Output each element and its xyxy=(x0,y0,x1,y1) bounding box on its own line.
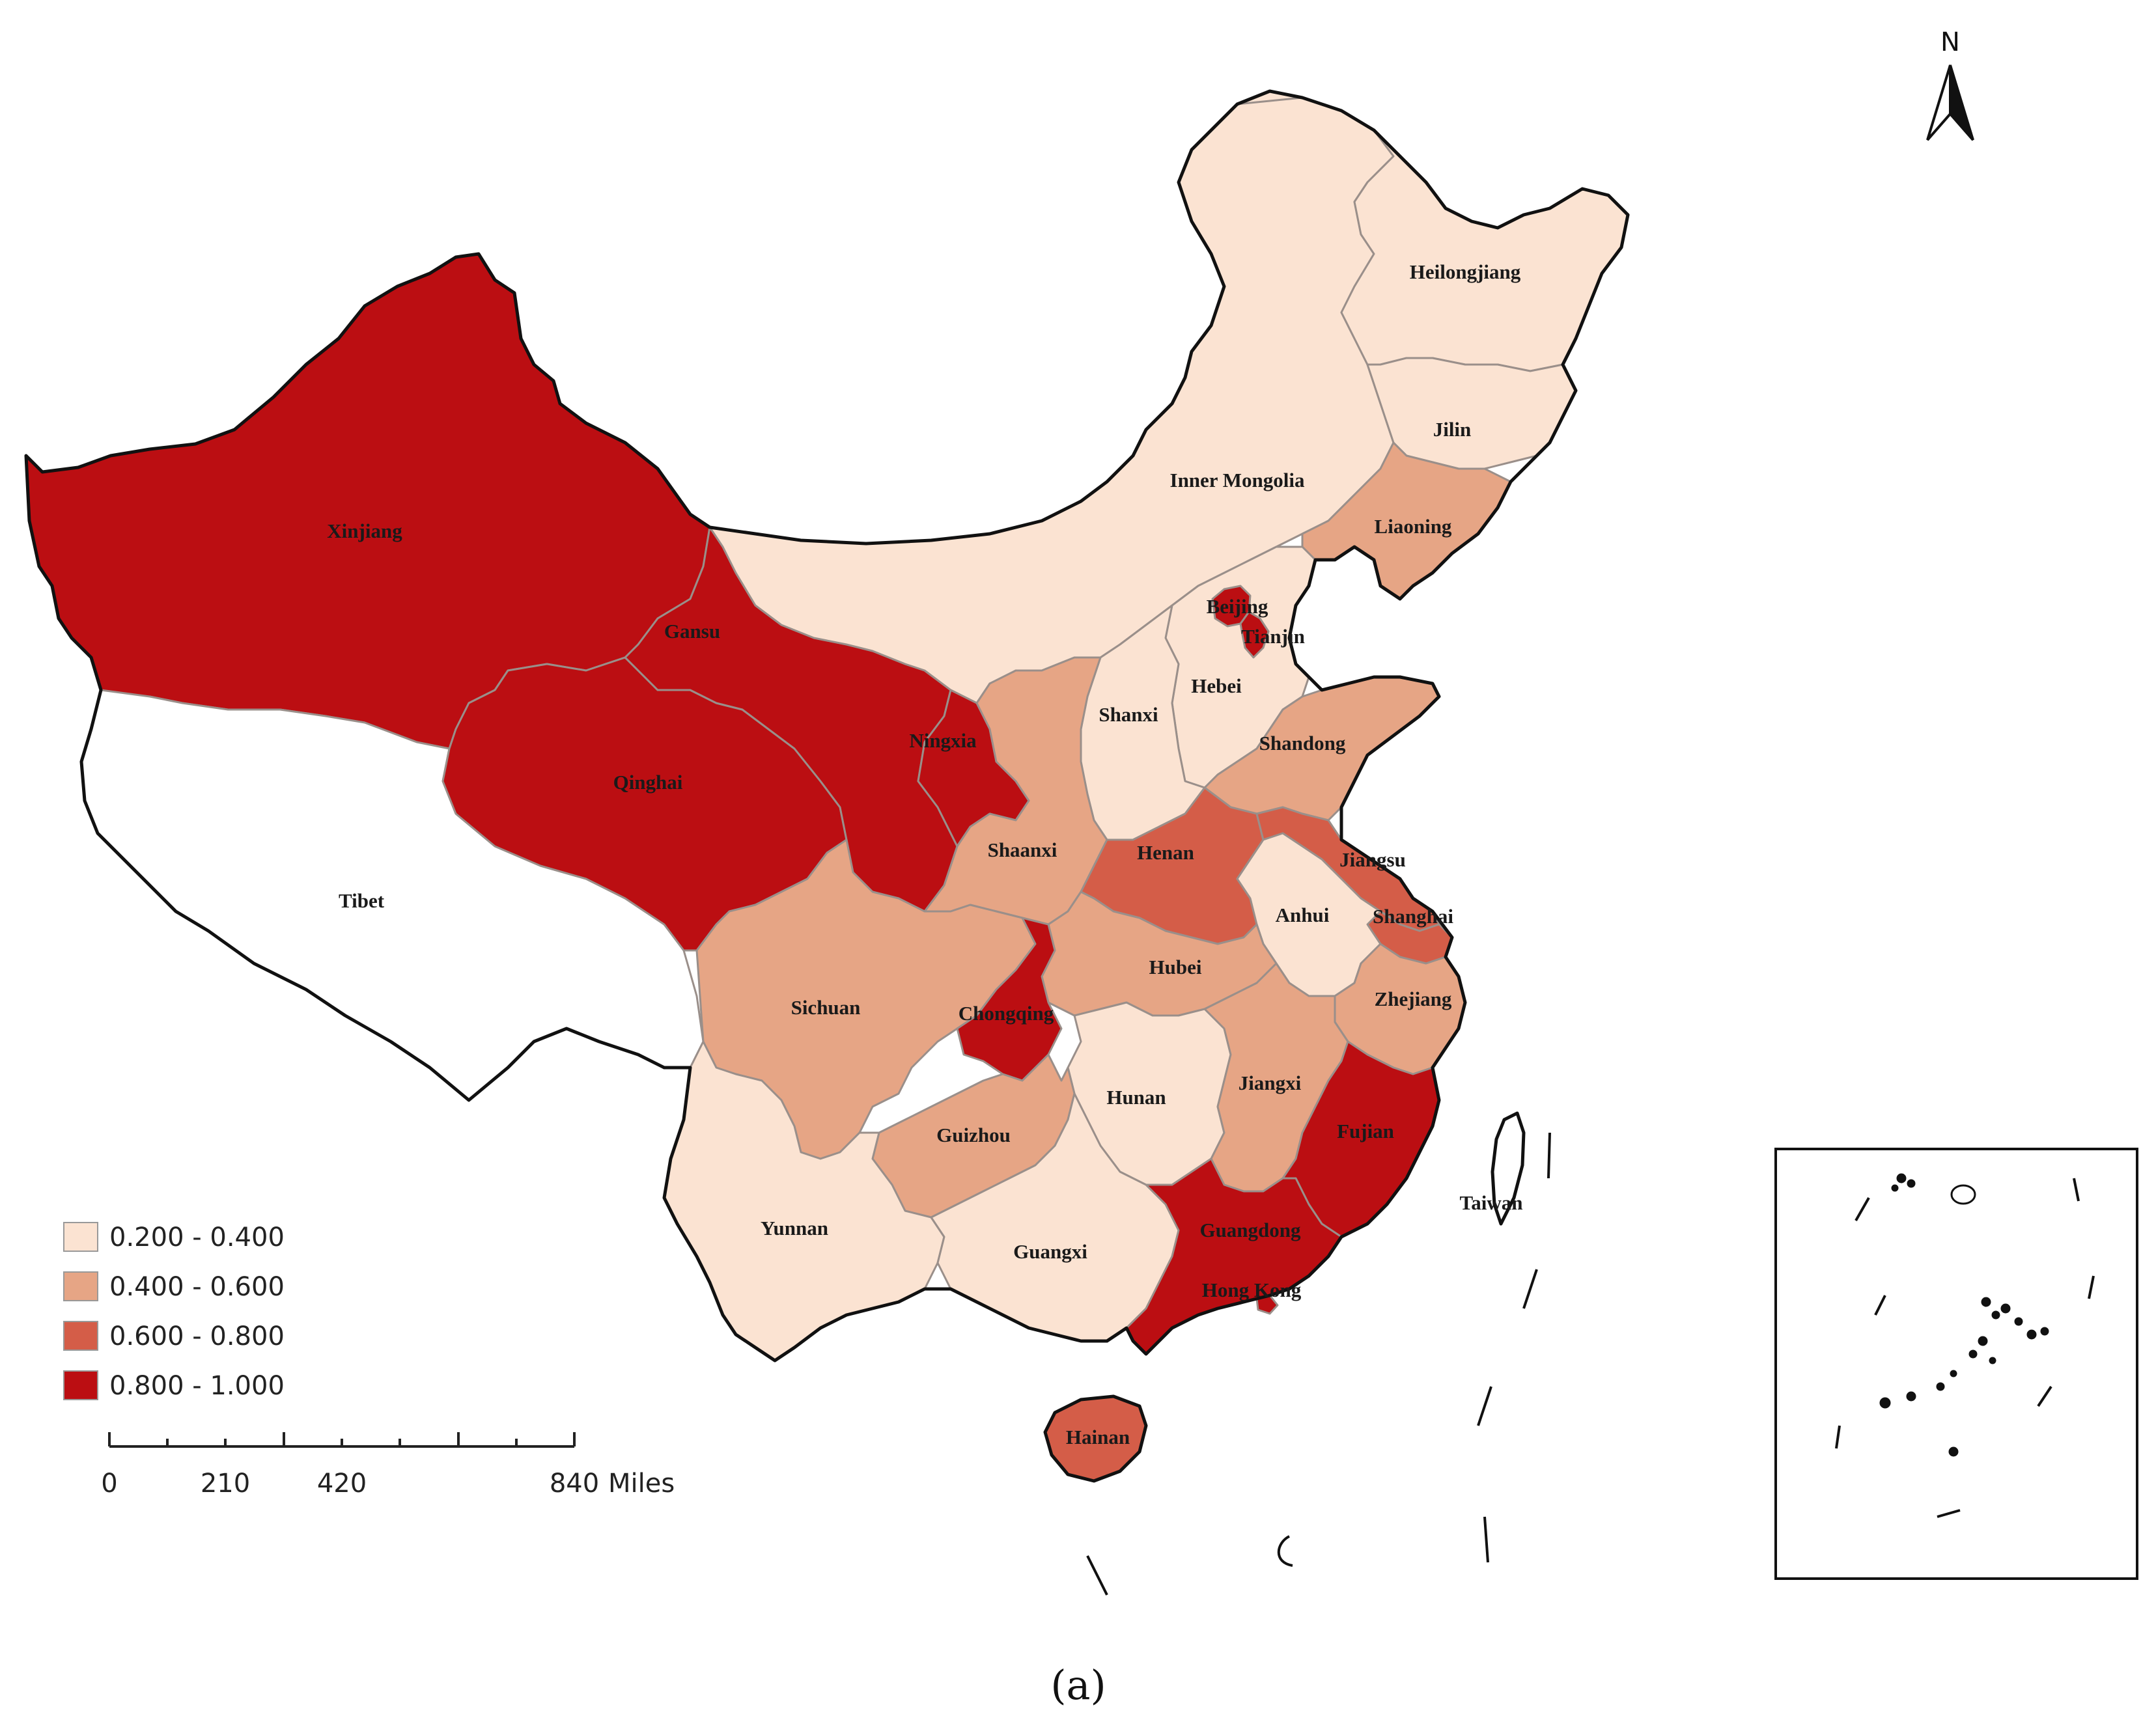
label-gansu: Gansu xyxy=(664,620,720,643)
scale-bar-labels: 0 210 420 840 Miles xyxy=(101,1469,675,1499)
inset-frame xyxy=(1774,1148,2138,1580)
legend-label-3: 0.800 - 1.000 xyxy=(109,1371,285,1401)
panel-label: (a) xyxy=(1050,1661,1106,1709)
legend-swatch-2 xyxy=(63,1321,98,1351)
scale-tick-210: 210 xyxy=(201,1469,250,1499)
label-taiwan: Taiwan xyxy=(1459,1191,1522,1214)
legend-swatch-0 xyxy=(63,1222,98,1252)
label-inner-mongolia: Inner Mongolia xyxy=(1170,469,1305,491)
taiwan-outline xyxy=(1491,1111,1526,1226)
north-label: N xyxy=(1940,27,1960,57)
label-hubei: Hubei xyxy=(1149,956,1202,978)
label-qinghai: Qinghai xyxy=(613,771,683,794)
country-outline xyxy=(24,89,1630,1362)
legend-label-0: 0.200 - 0.400 xyxy=(109,1223,285,1252)
legend-label-2: 0.600 - 0.800 xyxy=(109,1321,285,1351)
scale-tick-0: 0 xyxy=(101,1469,117,1499)
label-hebei: Hebei xyxy=(1191,674,1242,697)
label-shandong: Shandong xyxy=(1259,732,1346,754)
province-tianjin[interactable] xyxy=(1239,611,1270,659)
label-shanghai: Shanghai xyxy=(1373,905,1453,928)
label-henan: Henan xyxy=(1137,841,1194,864)
label-zhejiang: Zhejiang xyxy=(1375,988,1452,1010)
scale-tick-840: 840 xyxy=(550,1469,599,1499)
label-jiangsu: Jiangsu xyxy=(1339,848,1406,871)
label-hunan: Hunan xyxy=(1106,1086,1166,1109)
label-shanxi: Shanxi xyxy=(1099,703,1158,726)
label-hainan: Hainan xyxy=(1066,1426,1130,1448)
label-chongqing: Chongqing xyxy=(959,1002,1054,1025)
label-guizhou: Guizhou xyxy=(936,1124,1011,1146)
legend-swatch-1 xyxy=(63,1271,98,1301)
hainan-outline xyxy=(1043,1394,1148,1483)
label-jilin: Jilin xyxy=(1433,418,1472,441)
north-arrow-left-half xyxy=(1926,64,1952,141)
label-sichuan: Sichuan xyxy=(791,996,861,1019)
label-jiangxi: Jiangxi xyxy=(1239,1072,1302,1094)
label-hong-kong: Hong Kong xyxy=(1202,1279,1302,1301)
label-yunnan: Yunnan xyxy=(761,1217,828,1239)
scale-unit: Miles xyxy=(608,1469,675,1499)
legend: 0.200 - 0.400 0.400 - 0.600 0.600 - 0.80… xyxy=(63,1222,285,1401)
label-guangxi: Guangxi xyxy=(1013,1240,1087,1263)
province-chongqing[interactable] xyxy=(956,917,1063,1082)
sea-boundary-marks xyxy=(1086,1132,1551,1596)
scale-bar xyxy=(108,1432,576,1448)
province-layer xyxy=(25,90,1629,1482)
label-anhui: Anhui xyxy=(1276,904,1330,926)
legend-swatch-3 xyxy=(63,1370,98,1400)
north-arrow: N xyxy=(1926,27,1974,141)
north-arrow-right-half xyxy=(1949,64,1974,141)
label-xinjiang: Xinjiang xyxy=(327,519,402,542)
label-tianjin: Tianjin xyxy=(1241,625,1305,648)
label-heilongjiang: Heilongjiang xyxy=(1410,260,1521,283)
legend-label-1: 0.400 - 0.600 xyxy=(109,1272,285,1302)
province-labels: Xinjiang Tibet Qinghai Gansu Inner Mongo… xyxy=(327,260,1522,1448)
label-ningxia: Ningxia xyxy=(909,729,977,752)
label-fujian: Fujian xyxy=(1337,1120,1394,1142)
label-beijing: Beijing xyxy=(1207,595,1268,618)
label-liaoning: Liaoning xyxy=(1375,515,1452,538)
label-guangdong: Guangdong xyxy=(1199,1219,1301,1241)
scale-tick-420: 420 xyxy=(317,1469,367,1499)
label-tibet: Tibet xyxy=(339,889,385,912)
label-shaanxi: Shaanxi xyxy=(988,838,1057,861)
south-china-sea-inset xyxy=(1774,1148,2138,1580)
